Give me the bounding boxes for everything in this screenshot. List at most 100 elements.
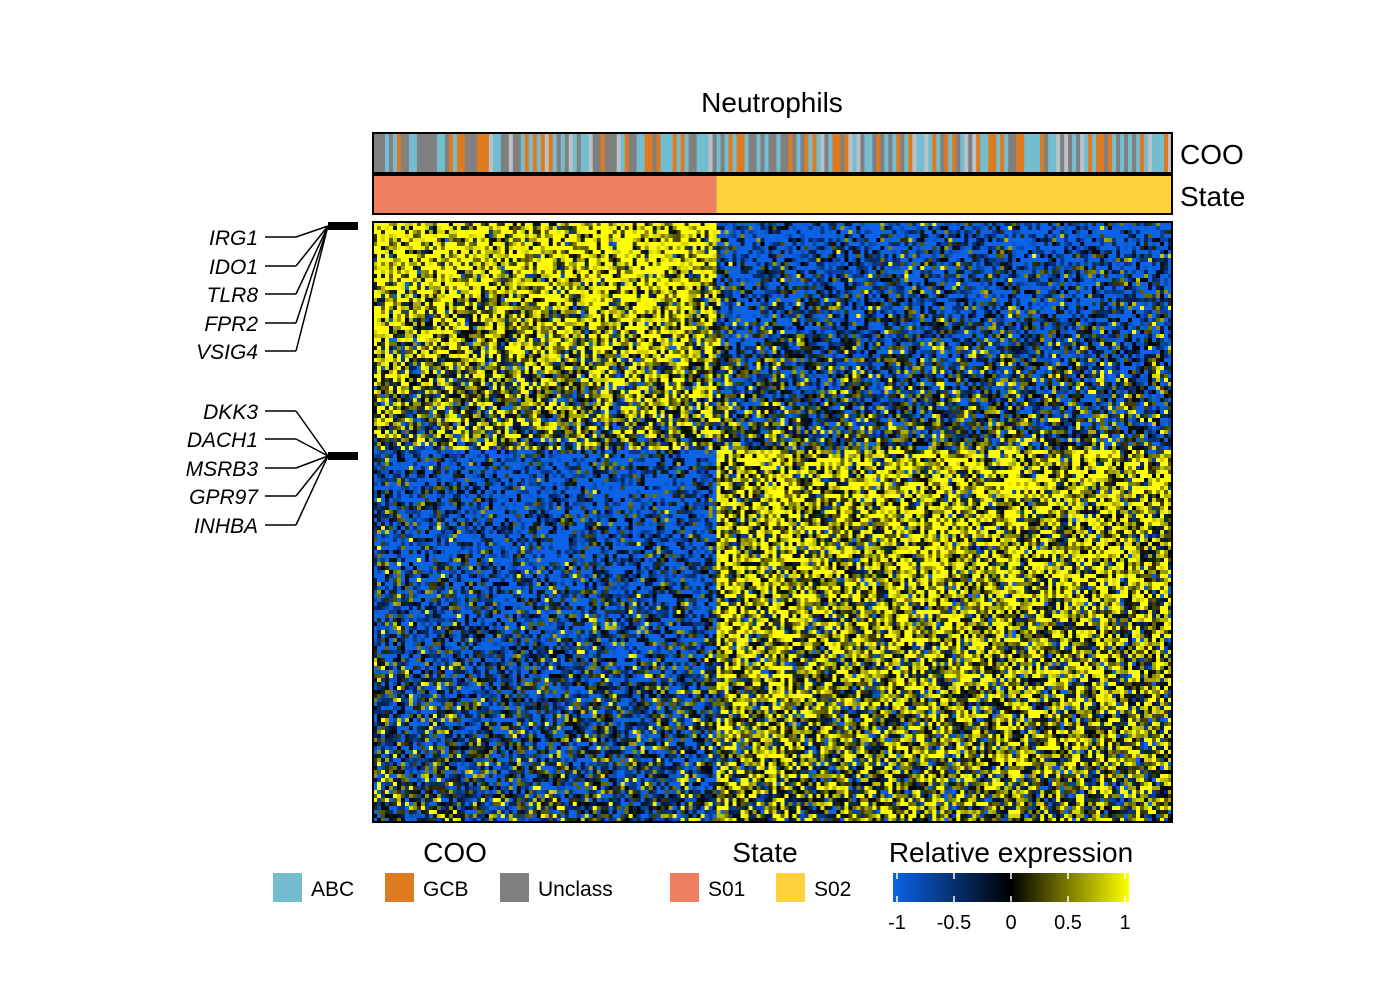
heatmap-cell	[741, 286, 745, 291]
heatmap-cell	[773, 282, 777, 287]
heatmap-cell	[501, 278, 505, 283]
heatmap-cell	[381, 286, 385, 291]
heatmap-cell	[541, 250, 545, 255]
heatmap-cell	[585, 290, 589, 295]
heatmap-cell	[836, 306, 840, 311]
heatmap-cell	[589, 290, 593, 295]
heatmap-cell	[497, 290, 501, 295]
heatmap-cell	[940, 234, 944, 239]
heatmap-cell	[473, 282, 477, 287]
heatmap-cell	[589, 242, 593, 247]
heatmap-cell	[433, 290, 437, 295]
heatmap-cell	[904, 306, 908, 311]
heatmap-cell	[1132, 282, 1136, 287]
heatmap-cell	[1000, 314, 1004, 319]
heatmap-cell	[453, 302, 457, 307]
heatmap-cell	[860, 270, 864, 275]
heatmap-cell	[996, 234, 1000, 239]
heatmap-cell	[549, 230, 553, 235]
heatmap-cell	[613, 278, 617, 283]
heatmap-cell	[1020, 230, 1024, 235]
heatmap-cell	[944, 242, 948, 247]
heatmap-cell	[992, 230, 996, 235]
heatmap-cell	[565, 298, 569, 303]
heatmap-cell	[1024, 262, 1028, 267]
heatmap-cell	[741, 310, 745, 315]
heatmap-cell	[1132, 246, 1136, 251]
heatmap-cell	[1124, 294, 1128, 299]
heatmap-cell	[629, 314, 633, 319]
heatmap-cell	[1052, 234, 1056, 239]
heatmap-cell	[689, 254, 693, 259]
heatmap-cell	[1152, 270, 1156, 275]
coo-cell	[485, 133, 490, 173]
heatmap-cell	[641, 242, 645, 247]
heatmap-cell	[405, 234, 409, 239]
heatmap-cell	[433, 310, 437, 315]
heatmap-cell	[980, 246, 984, 251]
heatmap-cell	[613, 310, 617, 315]
heatmap-cell	[773, 274, 777, 279]
heatmap-cell	[525, 290, 529, 295]
heatmap-cell	[533, 238, 537, 243]
heatmap-cell	[653, 282, 657, 287]
heatmap-cell	[1156, 274, 1160, 279]
heatmap-cell	[1096, 310, 1100, 315]
heatmap-cell	[808, 286, 812, 291]
heatmap-cell	[549, 242, 553, 247]
heatmap-cell	[1084, 230, 1088, 235]
heatmap-cell	[537, 238, 541, 243]
heatmap-cell	[1160, 246, 1164, 251]
heatmap-cell	[505, 302, 509, 307]
heatmap-cell	[401, 230, 405, 235]
heatmap-cell	[1084, 270, 1088, 275]
heatmap-cell	[545, 294, 549, 299]
heatmap-cell	[920, 302, 924, 307]
heatmap-cell	[445, 246, 449, 251]
heatmap-cell	[1164, 266, 1168, 271]
heatmap-cell	[521, 246, 525, 251]
heatmap-cell	[609, 242, 613, 247]
heatmap-cell	[521, 278, 525, 283]
heatmap-cell	[928, 250, 932, 255]
heatmap-cell	[749, 282, 753, 287]
heatmap-cell	[385, 226, 389, 231]
heatmap-cell	[860, 234, 864, 239]
heatmap-cell	[537, 282, 541, 287]
coo-cell	[832, 133, 837, 173]
heatmap-cell	[776, 230, 780, 235]
heatmap-cell	[964, 270, 968, 275]
heatmap-cell	[840, 246, 844, 251]
heatmap-cell	[1012, 306, 1016, 311]
heatmap-cell	[1148, 250, 1152, 255]
heatmap-cell	[457, 254, 461, 259]
heatmap-cell	[796, 310, 800, 315]
heatmap-cell	[713, 274, 717, 279]
heatmap-cell	[517, 310, 521, 315]
heatmap-cell	[1072, 230, 1076, 235]
heatmap-cell	[517, 270, 521, 275]
heatmap-cell	[673, 278, 677, 283]
heatmap-cell	[996, 270, 1000, 275]
heatmap-cell	[912, 282, 916, 287]
heatmap-cell	[453, 230, 457, 235]
heatmap-cell	[429, 302, 433, 307]
heatmap-cell	[944, 282, 948, 287]
heatmap-cell	[541, 230, 545, 235]
heatmap-cell	[485, 250, 489, 255]
heatmap-cell	[433, 286, 437, 291]
heatmap-cell	[561, 258, 565, 263]
heatmap-cell	[593, 306, 597, 311]
heatmap-cell	[1012, 290, 1016, 295]
heatmap-cell	[992, 254, 996, 259]
heatmap-cell	[625, 258, 629, 263]
heatmap-cell	[769, 250, 773, 255]
heatmap-cell	[641, 230, 645, 235]
heatmap-cell	[717, 286, 721, 291]
heatmap-cell	[737, 278, 741, 283]
heatmap-cell	[693, 306, 697, 311]
heatmap-cell	[517, 254, 521, 259]
heatmap-cell	[1060, 266, 1064, 271]
heatmap-cell	[1056, 310, 1060, 315]
heatmap-cell	[992, 262, 996, 267]
